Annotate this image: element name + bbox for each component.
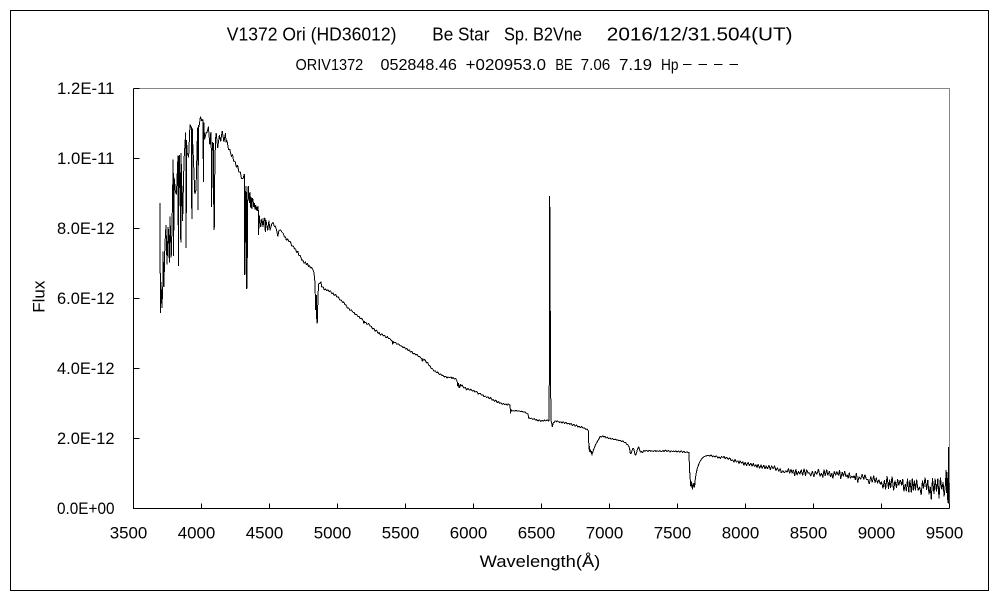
svg-text:6.0E-12: 6.0E-12	[57, 289, 115, 308]
svg-text:9500: 9500	[926, 524, 964, 543]
svg-text:5000: 5000	[314, 524, 352, 543]
svg-text:1.0E-11: 1.0E-11	[57, 149, 115, 168]
svg-text:9000: 9000	[858, 524, 896, 543]
svg-text:7000: 7000	[586, 524, 624, 543]
svg-text:3500: 3500	[110, 524, 148, 543]
svg-text:4500: 4500	[246, 524, 284, 543]
svg-text:7500: 7500	[654, 524, 692, 543]
svg-text:5500: 5500	[382, 524, 420, 543]
svg-text:2016/12/31.504(UT): 2016/12/31.504(UT)	[607, 25, 793, 45]
svg-text:1.2E-11: 1.2E-11	[57, 79, 115, 98]
svg-text:BE: BE	[555, 57, 572, 74]
svg-text:Flux: Flux	[30, 280, 49, 313]
svg-text:6000: 6000	[450, 524, 488, 543]
svg-text:2.0E-12: 2.0E-12	[57, 429, 115, 448]
svg-text:+020953.0: +020953.0	[466, 57, 546, 74]
svg-text:Hp: Hp	[661, 57, 679, 74]
svg-text:8500: 8500	[790, 524, 828, 543]
svg-text:7.19: 7.19	[619, 57, 652, 74]
svg-text:7.06: 7.06	[581, 57, 611, 74]
svg-text:V1372 Ori (HD36012): V1372 Ori (HD36012)	[227, 25, 397, 45]
svg-text:4.0E-12: 4.0E-12	[57, 359, 115, 378]
svg-text:Be Star: Be Star	[432, 25, 489, 45]
svg-text:4000: 4000	[178, 524, 216, 543]
svg-text:8000: 8000	[722, 524, 760, 543]
svg-text:Sp. B2Vne: Sp. B2Vne	[504, 25, 582, 45]
svg-text:Wavelength(Å): Wavelength(Å)	[480, 552, 601, 571]
svg-text:0.0E+00: 0.0E+00	[57, 499, 115, 518]
svg-text:ORIV1372: ORIV1372	[296, 57, 364, 74]
svg-text:8.0E-12: 8.0E-12	[57, 219, 115, 238]
svg-text:6500: 6500	[518, 524, 556, 543]
svg-text:052848.46: 052848.46	[381, 57, 457, 74]
